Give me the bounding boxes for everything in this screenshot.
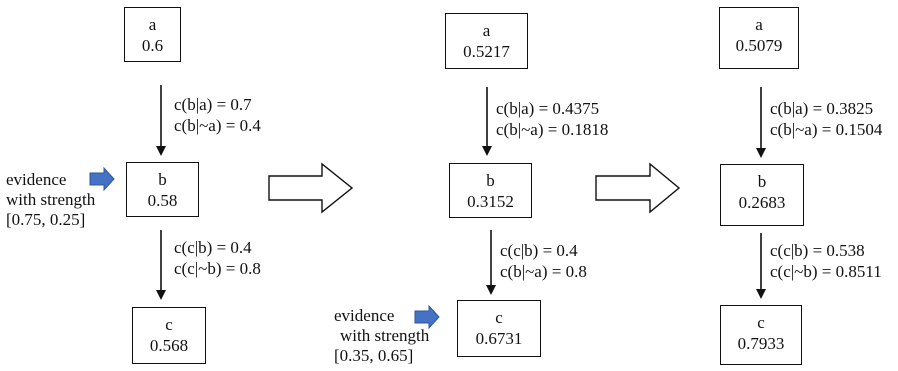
cpt-line: c(b|a) = 0.3825 xyxy=(770,99,874,118)
evidence-line: evidence xyxy=(6,170,67,189)
evidence-line: [0.75, 0.25] xyxy=(6,210,86,229)
cpt-line: c(b|~a) = 0.8 xyxy=(500,262,587,281)
transition-arrow-2 xyxy=(595,162,681,214)
evidence-line: evidence xyxy=(334,306,395,325)
cpt-label-bc-panel-3: c(c|b) = 0.538 c(c|~b) = 0.8511 xyxy=(770,240,882,282)
cpt-line: c(c|b) = 0.4 xyxy=(500,241,578,260)
cpt-label-ab-panel-3: c(b|a) = 0.3825 c(b|~a) = 0.1504 xyxy=(770,98,882,140)
node-b-panel-1: b 0.58 xyxy=(126,162,199,217)
evidence-label-panel-2: evidence with strength [0.35, 0.65] xyxy=(334,306,429,366)
node-a-panel-1: a 0.6 xyxy=(124,7,181,62)
cpt-line: c(c|b) = 0.538 xyxy=(770,241,865,260)
cpt-line: c(b|a) = 0.4375 xyxy=(496,99,600,118)
node-value: 0.5079 xyxy=(735,36,783,55)
evidence-line: with strength xyxy=(6,190,96,209)
cpt-line: c(b|~a) = 0.4 xyxy=(174,116,261,135)
node-value: 0.568 xyxy=(149,336,189,355)
node-label: b xyxy=(757,172,767,191)
cpt-label-bc-panel-2: c(c|b) = 0.4 c(b|~a) = 0.8 xyxy=(500,240,587,282)
evidence-arrow-icon-1 xyxy=(89,166,115,192)
node-value: 0.2683 xyxy=(738,193,786,212)
evidence-arrow-icon-2 xyxy=(414,304,440,330)
node-b-panel-2: b 0.3152 xyxy=(449,163,532,218)
node-label: c xyxy=(757,313,765,332)
node-label: b xyxy=(486,171,495,190)
node-value: 0.6 xyxy=(141,36,164,55)
node-value: 0.5217 xyxy=(463,42,510,61)
node-b-panel-3: b 0.2683 xyxy=(720,164,804,226)
cpt-line: c(b|a) = 0.7 xyxy=(174,95,252,114)
node-label: a xyxy=(148,15,157,34)
node-value: 0.6731 xyxy=(475,329,523,348)
evidence-line: [0.35, 0.65] xyxy=(334,346,414,365)
node-a-panel-2: a 0.5217 xyxy=(445,13,528,69)
cpt-line: c(c|~b) = 0.8 xyxy=(174,259,261,278)
cpt-line: c(b|~a) = 0.1818 xyxy=(496,120,609,139)
evidence-label-panel-1: evidence with strength [0.75, 0.25] xyxy=(6,170,95,230)
transition-arrow-1 xyxy=(268,162,354,214)
node-value: 0.3152 xyxy=(467,192,514,211)
node-a-panel-3: a 0.5079 xyxy=(719,7,799,69)
node-label: a xyxy=(755,15,763,34)
cpt-label-ab-panel-1: c(b|a) = 0.7 c(b|~a) = 0.4 xyxy=(174,94,261,136)
node-value: 0.7933 xyxy=(737,334,785,353)
node-label: c xyxy=(495,308,503,327)
cpt-label-ab-panel-2: c(b|a) = 0.4375 c(b|~a) = 0.1818 xyxy=(496,98,608,140)
node-c-panel-1: c 0.568 xyxy=(132,307,206,364)
node-c-panel-2: c 0.6731 xyxy=(457,300,541,357)
evidence-line: with strength xyxy=(340,326,430,345)
node-value: 0.58 xyxy=(147,191,178,210)
node-label: a xyxy=(482,21,491,40)
cpt-line: c(c|b) = 0.4 xyxy=(174,238,252,257)
node-c-panel-3: c 0.7933 xyxy=(720,305,802,365)
node-label: b xyxy=(158,170,167,189)
cpt-line: c(c|~b) = 0.8511 xyxy=(770,262,882,281)
cpt-label-bc-panel-1: c(c|b) = 0.4 c(c|~b) = 0.8 xyxy=(174,237,261,279)
node-label: c xyxy=(165,315,173,334)
cpt-line: c(b|~a) = 0.1504 xyxy=(770,120,883,139)
